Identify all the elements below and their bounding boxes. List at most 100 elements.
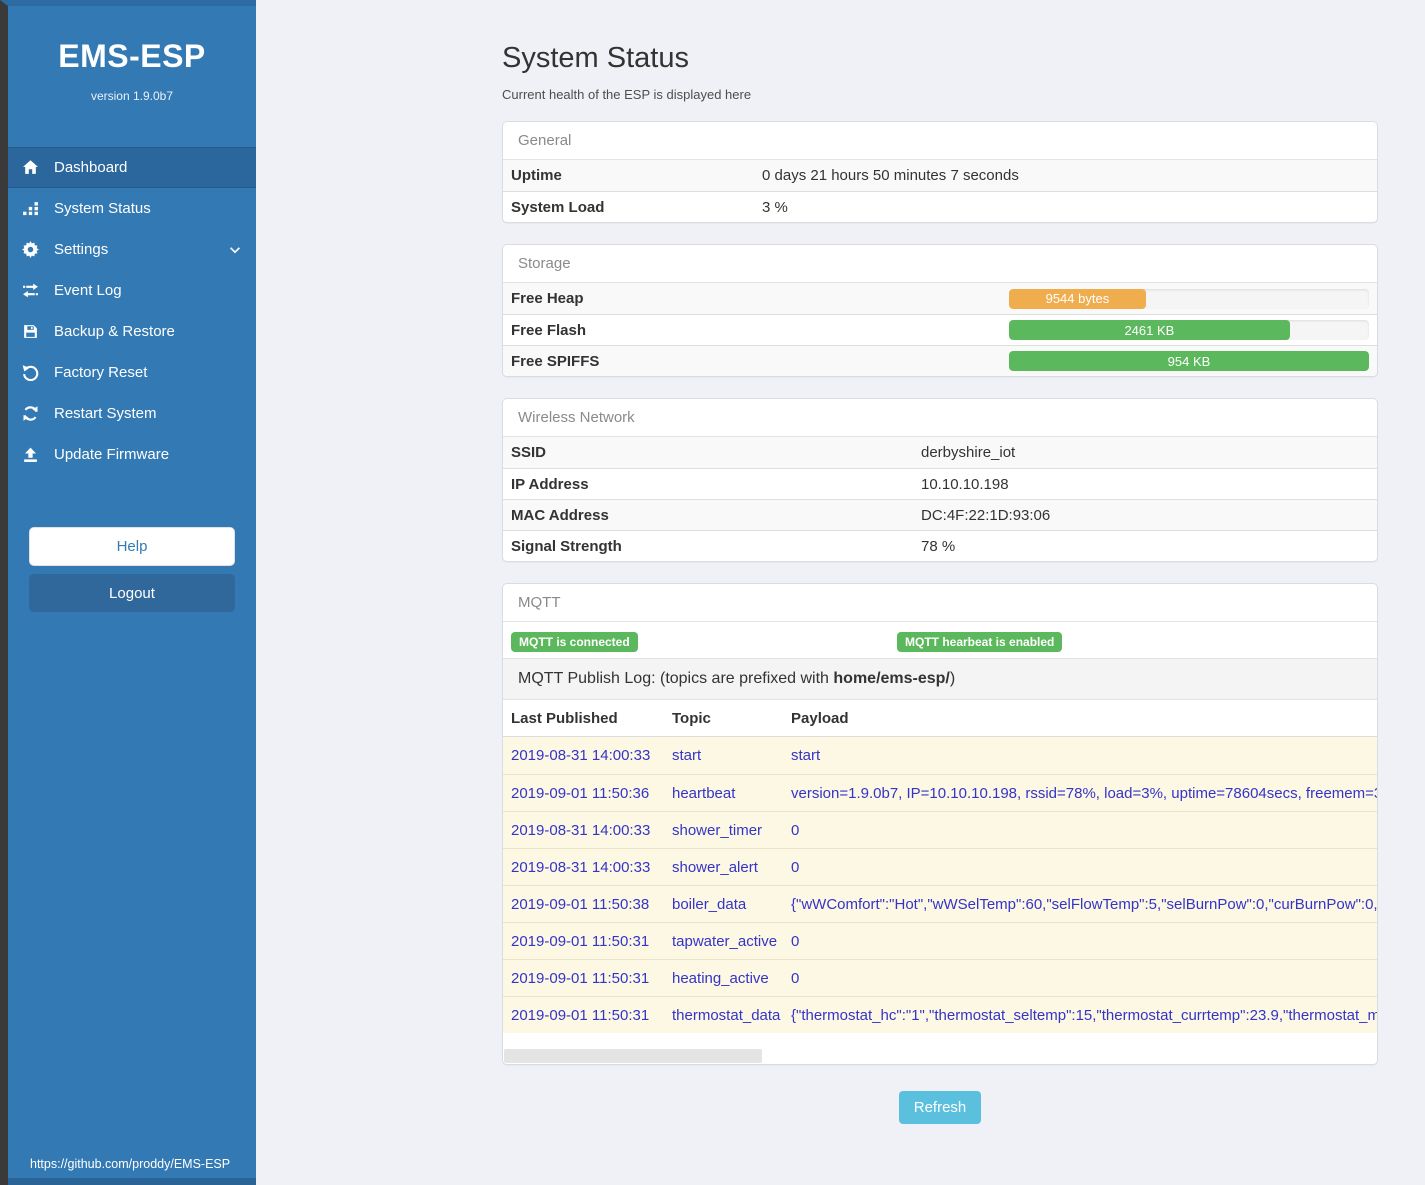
log-payload: 0 bbox=[791, 969, 800, 987]
progress-bar-value: 2461 KB bbox=[1124, 322, 1175, 338]
home-icon bbox=[22, 159, 39, 176]
undo-icon bbox=[22, 364, 39, 381]
row-value: derbyshire_iot bbox=[921, 444, 1016, 461]
sidebar-menu: Dashboard System Status Settings Event Log B… bbox=[8, 147, 256, 475]
sidebar-item-system-status[interactable]: System Status bbox=[8, 188, 256, 229]
log-topic: heating_active bbox=[672, 969, 769, 987]
sidebar-item-update-firmware[interactable]: Update Firmware bbox=[8, 434, 256, 475]
general-panel-header: General bbox=[503, 122, 1377, 160]
log-topic: start bbox=[672, 747, 702, 764]
help-button[interactable]: Help bbox=[29, 527, 235, 566]
row-value: 10.10.10.198 bbox=[921, 475, 1009, 493]
row-value: 78 % bbox=[921, 537, 956, 555]
transfer-arrows-icon bbox=[22, 282, 39, 299]
mqtt-log-row: 2019-09-01 11:50:36 heartbeat version=1.9.… bbox=[503, 774, 1377, 811]
mqtt-panel-header: MQTT bbox=[503, 584, 1377, 622]
log-payload: version=1.9.0b7, IP=10.10.10.198, rssid=… bbox=[791, 784, 1377, 802]
publish-log-text-suffix: ) bbox=[949, 670, 956, 687]
storage-row-free-heap: Free Heap 9544 bytes bbox=[503, 283, 1377, 314]
status-bars-icon bbox=[22, 200, 39, 217]
chevron-down-icon bbox=[228, 243, 242, 257]
row-label: Uptime bbox=[511, 167, 562, 184]
refresh-icon bbox=[22, 405, 39, 422]
sidebar-item-label: System Status bbox=[54, 200, 151, 217]
publish-log-prefix: home/ems-esp/ bbox=[833, 670, 950, 687]
log-topic: boiler_data bbox=[672, 895, 747, 913]
publish-log-text: MQTT Publish Log: (topics are prefixed w… bbox=[518, 670, 834, 687]
page-subtitle: Current health of the ESP is displayed h… bbox=[502, 87, 752, 102]
row-value: 0 days 21 hours 50 minutes 7 seconds bbox=[762, 167, 1019, 184]
mqtt-log-rows: 2019-08-31 14:00:33 start start 2019-09-01 … bbox=[503, 737, 1377, 1033]
row-label: System Load bbox=[511, 198, 605, 216]
log-published: 2019-09-01 11:50:31 bbox=[511, 932, 650, 950]
log-topic: thermostat_data bbox=[672, 1006, 781, 1024]
log-payload: {"wWComfort":"Hot","wWSelTemp":60,"selFl… bbox=[791, 895, 1377, 913]
sidebar-item-settings[interactable]: Settings bbox=[8, 229, 256, 270]
mqtt-log-scroll-area bbox=[503, 1033, 1377, 1064]
mqtt-log-row: 2019-09-01 11:50:31 heating_active 0 bbox=[503, 959, 1377, 996]
refresh-button[interactable]: Refresh bbox=[898, 1091, 982, 1124]
sidebar-item-label: Settings bbox=[54, 241, 109, 258]
github-link[interactable]: https://github.com/proddy/EMS-ESP bbox=[30, 1157, 231, 1171]
row-label: IP Address bbox=[511, 475, 589, 493]
page-title: System Status bbox=[502, 42, 689, 74]
sidebar-item-restart-system[interactable]: Restart System bbox=[8, 393, 256, 434]
logout-button[interactable]: Logout bbox=[29, 574, 235, 612]
sidebar-bottom-edge bbox=[8, 1178, 256, 1185]
row-label: Free Heap bbox=[511, 290, 584, 307]
storage-row-free-spiffs: Free SPIFFS 954 KB bbox=[503, 345, 1377, 376]
mqtt-log-row: 2019-09-01 11:50:31 thermostat_data {"ther… bbox=[503, 996, 1377, 1033]
sidebar-item-label: Event Log bbox=[54, 282, 122, 299]
log-payload: start bbox=[791, 747, 821, 764]
row-value: DC:4F:22:1D:93:06 bbox=[921, 506, 1051, 524]
progress-bar-fill: 954 KB bbox=[1009, 351, 1369, 371]
refresh-container: Refresh bbox=[502, 1091, 1378, 1124]
mqtt-log-row: 2019-08-31 14:00:33 start start bbox=[503, 737, 1377, 774]
horizontal-scrollbar-thumb[interactable] bbox=[504, 1049, 762, 1063]
storage-panel-header: Storage bbox=[503, 245, 1377, 283]
sidebar-item-factory-reset[interactable]: Factory Reset bbox=[8, 352, 256, 393]
log-topic: tapwater_active bbox=[672, 932, 778, 950]
sidebar-item-label: Restart System bbox=[54, 405, 157, 422]
sidebar-item-event-log[interactable]: Event Log bbox=[8, 270, 256, 311]
table-row: System Load 3 % bbox=[503, 191, 1377, 222]
mqtt-connected-badge: MQTT is connected bbox=[511, 632, 638, 652]
sidebar-item-label: Backup & Restore bbox=[54, 323, 175, 340]
log-published: 2019-09-01 11:50:36 bbox=[511, 784, 650, 802]
row-label: Free SPIFFS bbox=[511, 352, 600, 370]
wireless-panel-header: Wireless Network bbox=[503, 399, 1377, 437]
wireless-panel: Wireless Network SSID derbyshire_iot IP Ad… bbox=[502, 398, 1378, 562]
table-row: SSID derbyshire_iot bbox=[503, 437, 1377, 468]
log-published: 2019-09-01 11:50:31 bbox=[511, 969, 650, 987]
log-topic: shower_alert bbox=[672, 858, 758, 876]
log-published: 2019-09-01 11:50:31 bbox=[511, 1006, 650, 1024]
row-label: Free Flash bbox=[511, 321, 587, 339]
row-label: Signal Strength bbox=[511, 537, 622, 555]
sidebar-item-label: Factory Reset bbox=[54, 364, 148, 381]
sidebar-item-label: Dashboard bbox=[54, 159, 128, 176]
sidebar-buttons: Help Logout bbox=[8, 527, 256, 612]
log-topic: heartbeat bbox=[672, 784, 736, 802]
col-header-topic: Topic bbox=[672, 709, 711, 727]
table-row: Signal Strength 78 % bbox=[503, 530, 1377, 561]
mqtt-log-row: 2019-08-31 14:00:33 shower_alert 0 bbox=[503, 848, 1377, 885]
col-header-last-published: Last Published bbox=[511, 709, 618, 727]
progress-bar-value: 9544 bytes bbox=[1045, 291, 1110, 306]
sidebar-item-dashboard[interactable]: Dashboard bbox=[8, 147, 256, 188]
log-published: 2019-09-01 11:50:38 bbox=[511, 895, 650, 913]
log-payload: 0 bbox=[791, 932, 800, 950]
col-header-payload: Payload bbox=[791, 709, 849, 727]
log-published: 2019-08-31 14:00:33 bbox=[511, 821, 651, 839]
storage-table: Free Heap 9544 bytes Free Flash 2461 KB Free… bbox=[503, 283, 1377, 376]
general-panel: General Uptime 0 days 21 hours 50 minutes… bbox=[502, 121, 1378, 223]
progress-bar-fill: 9544 bytes bbox=[1009, 288, 1146, 309]
mqtt-log-row: 2019-08-31 14:00:33 shower_timer 0 bbox=[503, 811, 1377, 848]
progress-bar-track: 954 KB bbox=[1009, 351, 1369, 371]
log-payload: {"thermostat_hc":"1","thermostat_seltemp… bbox=[791, 1006, 1377, 1024]
log-payload: 0 bbox=[791, 858, 800, 876]
mqtt-log-row: 2019-09-01 11:50:31 tapwater_active 0 bbox=[503, 922, 1377, 959]
save-icon bbox=[22, 323, 39, 340]
sidebar-item-backup-restore[interactable]: Backup & Restore bbox=[8, 311, 256, 352]
table-row: MAC Address DC:4F:22:1D:93:06 bbox=[503, 499, 1377, 530]
storage-row-free-flash: Free Flash 2461 KB bbox=[503, 314, 1377, 345]
